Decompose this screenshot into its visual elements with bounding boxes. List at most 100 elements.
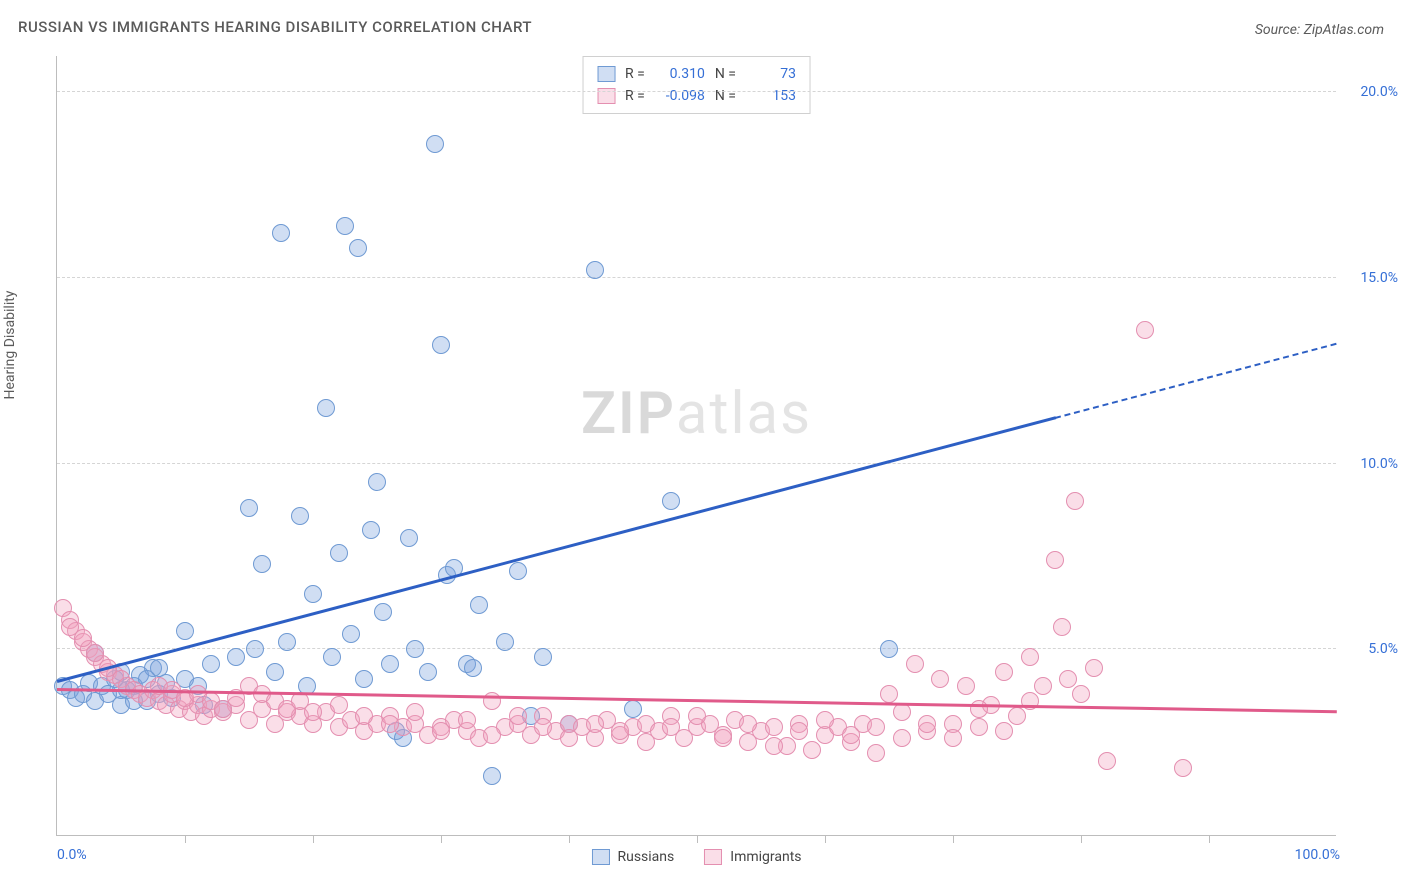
scatter-point-immigrants <box>765 737 783 755</box>
scatter-point-immigrants <box>458 711 476 729</box>
scatter-point-immigrants <box>1008 707 1026 725</box>
scatter-point-russians <box>266 663 284 681</box>
trend-line <box>57 417 1056 683</box>
scatter-point-immigrants <box>918 715 936 733</box>
scatter-point-russians <box>381 655 399 673</box>
scatter-point-russians <box>355 670 373 688</box>
scatter-point-russians <box>586 261 604 279</box>
legend-series-item: Russians <box>591 849 674 865</box>
scatter-point-russians <box>400 529 418 547</box>
scatter-point-immigrants <box>355 707 373 725</box>
scatter-point-immigrants <box>330 696 348 714</box>
scatter-point-immigrants <box>714 729 732 747</box>
scatter-point-immigrants <box>1059 670 1077 688</box>
correlation-legend: R =0.310N =73R =-0.098N =153 <box>582 56 811 114</box>
y-tick-label: 15.0% <box>1342 270 1398 286</box>
scatter-point-russians <box>272 224 290 242</box>
scatter-point-immigrants <box>381 715 399 733</box>
scatter-point-russians <box>509 562 527 580</box>
scatter-point-immigrants <box>867 744 885 762</box>
legend-swatch <box>591 849 609 865</box>
scatter-point-russians <box>880 640 898 658</box>
scatter-point-immigrants <box>1174 759 1192 777</box>
scatter-point-russians <box>496 633 514 651</box>
scatter-point-immigrants <box>662 718 680 736</box>
x-tick <box>697 835 698 843</box>
legend-series-item: Immigrants <box>704 849 801 865</box>
legend-n-value: 73 <box>746 66 796 82</box>
scatter-point-immigrants <box>816 711 834 729</box>
scatter-point-russians <box>240 499 258 517</box>
scatter-point-immigrants <box>931 670 949 688</box>
legend-series-label: Russians <box>617 849 674 865</box>
watermark: ZIPatlas <box>581 380 812 448</box>
scatter-point-immigrants <box>1021 648 1039 666</box>
scatter-point-immigrants <box>1098 752 1116 770</box>
y-tick-label: 20.0% <box>1342 84 1398 100</box>
watermark-bold: ZIP <box>581 380 676 448</box>
scatter-point-immigrants <box>86 644 104 662</box>
x-tick <box>953 835 954 843</box>
y-axis-label: Hearing Disability <box>2 291 18 400</box>
scatter-point-immigrants <box>1136 321 1154 339</box>
scatter-point-immigrants <box>893 729 911 747</box>
scatter-point-immigrants <box>61 618 79 636</box>
scatter-point-russians <box>374 603 392 621</box>
scatter-point-russians <box>406 640 424 658</box>
scatter-point-immigrants <box>1021 692 1039 710</box>
chart-title: RUSSIAN VS IMMIGRANTS HEARING DISABILITY… <box>18 18 532 36</box>
scatter-point-russians <box>227 648 245 666</box>
scatter-point-russians <box>470 596 488 614</box>
scatter-point-immigrants <box>432 722 450 740</box>
scatter-point-russians <box>253 555 271 573</box>
scatter-point-russians <box>534 648 552 666</box>
scatter-point-russians <box>662 492 680 510</box>
scatter-point-russians <box>317 399 335 417</box>
scatter-point-russians <box>323 648 341 666</box>
scatter-point-immigrants <box>970 700 988 718</box>
x-tick <box>569 835 570 843</box>
chart-container: RUSSIAN VS IMMIGRANTS HEARING DISABILITY… <box>0 0 1406 892</box>
scatter-point-russians <box>368 473 386 491</box>
x-tick <box>1209 835 1210 843</box>
x-tick <box>185 835 186 843</box>
legend-stat-row: R =0.310N =73 <box>597 63 796 85</box>
legend-series-label: Immigrants <box>730 849 801 865</box>
x-tick <box>825 835 826 843</box>
source-attribution: Source: ZipAtlas.com <box>1255 22 1384 38</box>
scatter-point-immigrants <box>944 729 962 747</box>
scatter-point-immigrants <box>957 677 975 695</box>
gridline <box>57 277 1336 278</box>
x-axis-max-label: 100.0% <box>1295 847 1340 863</box>
scatter-point-immigrants <box>1066 492 1084 510</box>
scatter-point-russians <box>202 655 220 673</box>
scatter-point-russians <box>330 544 348 562</box>
x-tick <box>441 835 442 843</box>
trend-line-extrapolated <box>1055 343 1337 419</box>
scatter-point-immigrants <box>611 722 629 740</box>
x-tick <box>313 835 314 843</box>
x-tick <box>1081 835 1082 843</box>
scatter-point-immigrants <box>688 707 706 725</box>
scatter-point-immigrants <box>1034 677 1052 695</box>
scatter-point-russians <box>464 659 482 677</box>
scatter-point-immigrants <box>765 718 783 736</box>
y-tick-label: 10.0% <box>1342 456 1398 472</box>
legend-swatch <box>704 849 722 865</box>
gridline <box>57 463 1336 464</box>
scatter-point-russians <box>426 135 444 153</box>
scatter-point-immigrants <box>790 722 808 740</box>
plot-area: ZIPatlas R =0.310N =73R =-0.098N =153 Ru… <box>56 56 1336 836</box>
scatter-point-russians <box>362 521 380 539</box>
scatter-point-immigrants <box>304 703 322 721</box>
scatter-point-russians <box>291 507 309 525</box>
scatter-point-immigrants <box>995 663 1013 681</box>
series-legend: Russians Immigrants <box>591 849 801 865</box>
scatter-point-russians <box>246 640 264 658</box>
legend-swatch <box>597 66 615 82</box>
legend-n-label: N = <box>715 66 736 82</box>
y-tick-label: 5.0% <box>1342 641 1398 657</box>
scatter-point-immigrants <box>893 703 911 721</box>
scatter-point-immigrants <box>995 722 1013 740</box>
scatter-point-immigrants <box>906 655 924 673</box>
